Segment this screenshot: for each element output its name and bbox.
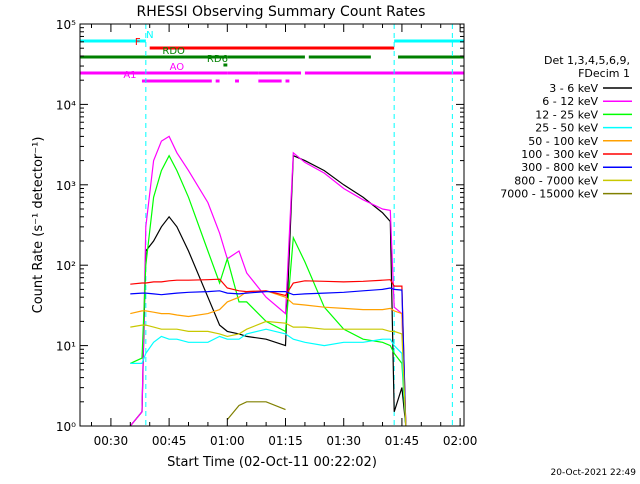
footer-date: 20-Oct-2021 22:49 (551, 468, 637, 478)
series-line (129, 154, 407, 427)
series-line (130, 320, 407, 427)
y-tick-label: 10⁴ (56, 98, 76, 112)
legend-entry-label: 7000 - 15000 keV (500, 188, 598, 201)
x-tick-label: 01:30 (326, 434, 361, 448)
axis-ticks: 00:30 00:45 01:00 01:15 01:30 01:45 02:00 10⁰ 10… (56, 18, 478, 448)
flag-bars: NF RDO RD6 AO A1 (80, 24, 464, 426)
y-tick-label: 10⁰ (56, 420, 76, 434)
flag-label: RD6 (207, 54, 228, 65)
x-tick-label: 00:30 (94, 434, 129, 448)
legend-entry-label: 25 - 50 keV (535, 122, 598, 135)
y-tick-label: 10³ (56, 179, 76, 193)
legend-entry-label: 3 - 6 keV (549, 82, 598, 95)
series-line (130, 278, 407, 427)
flag-label: AO (170, 62, 185, 73)
series-line (130, 328, 407, 427)
y-tick-label: 10⁵ (56, 18, 76, 32)
chart-title: RHESSI Observing Summary Count Rates (137, 4, 426, 20)
x-tick-label: 00:45 (152, 434, 187, 448)
flag-label: A1 (123, 70, 136, 81)
y-axis-label: Count Rate (s⁻¹ detector⁻¹) (31, 137, 46, 314)
legend-entry-label: 6 - 12 keV (542, 95, 598, 108)
flag-label: N (146, 30, 153, 41)
x-tick-label: 01:45 (385, 434, 420, 448)
flag-label: RDO (162, 46, 185, 57)
legend-header: Det 1,3,4,5,6,9, (544, 54, 630, 67)
series-line (129, 135, 407, 427)
legend-entry-label: 50 - 100 keV (528, 135, 598, 148)
x-tick-label: 01:15 (268, 434, 303, 448)
legend-header: FDecim 1 (578, 67, 630, 80)
legend-entry-label: 800 - 7000 keV (514, 174, 598, 187)
legend-entry-label: 300 - 800 keV (521, 161, 598, 174)
series-line (130, 287, 407, 427)
x-axis-label: Start Time (02-Oct-11 00:22:02) (167, 455, 377, 470)
x-tick-label: 02:00 (443, 434, 478, 448)
y-tick-label: 10² (56, 259, 76, 273)
y-tick-label: 10¹ (56, 340, 76, 354)
series-lines (129, 135, 407, 427)
x-tick-label: 01:00 (210, 434, 245, 448)
series-line (130, 154, 407, 427)
flag-label: F (135, 37, 141, 48)
plot-frame (79, 23, 465, 427)
legend-entry-label: 12 - 25 keV (535, 108, 598, 121)
series-line (226, 401, 286, 420)
legend-entry-label: 100 - 300 keV (521, 148, 598, 161)
